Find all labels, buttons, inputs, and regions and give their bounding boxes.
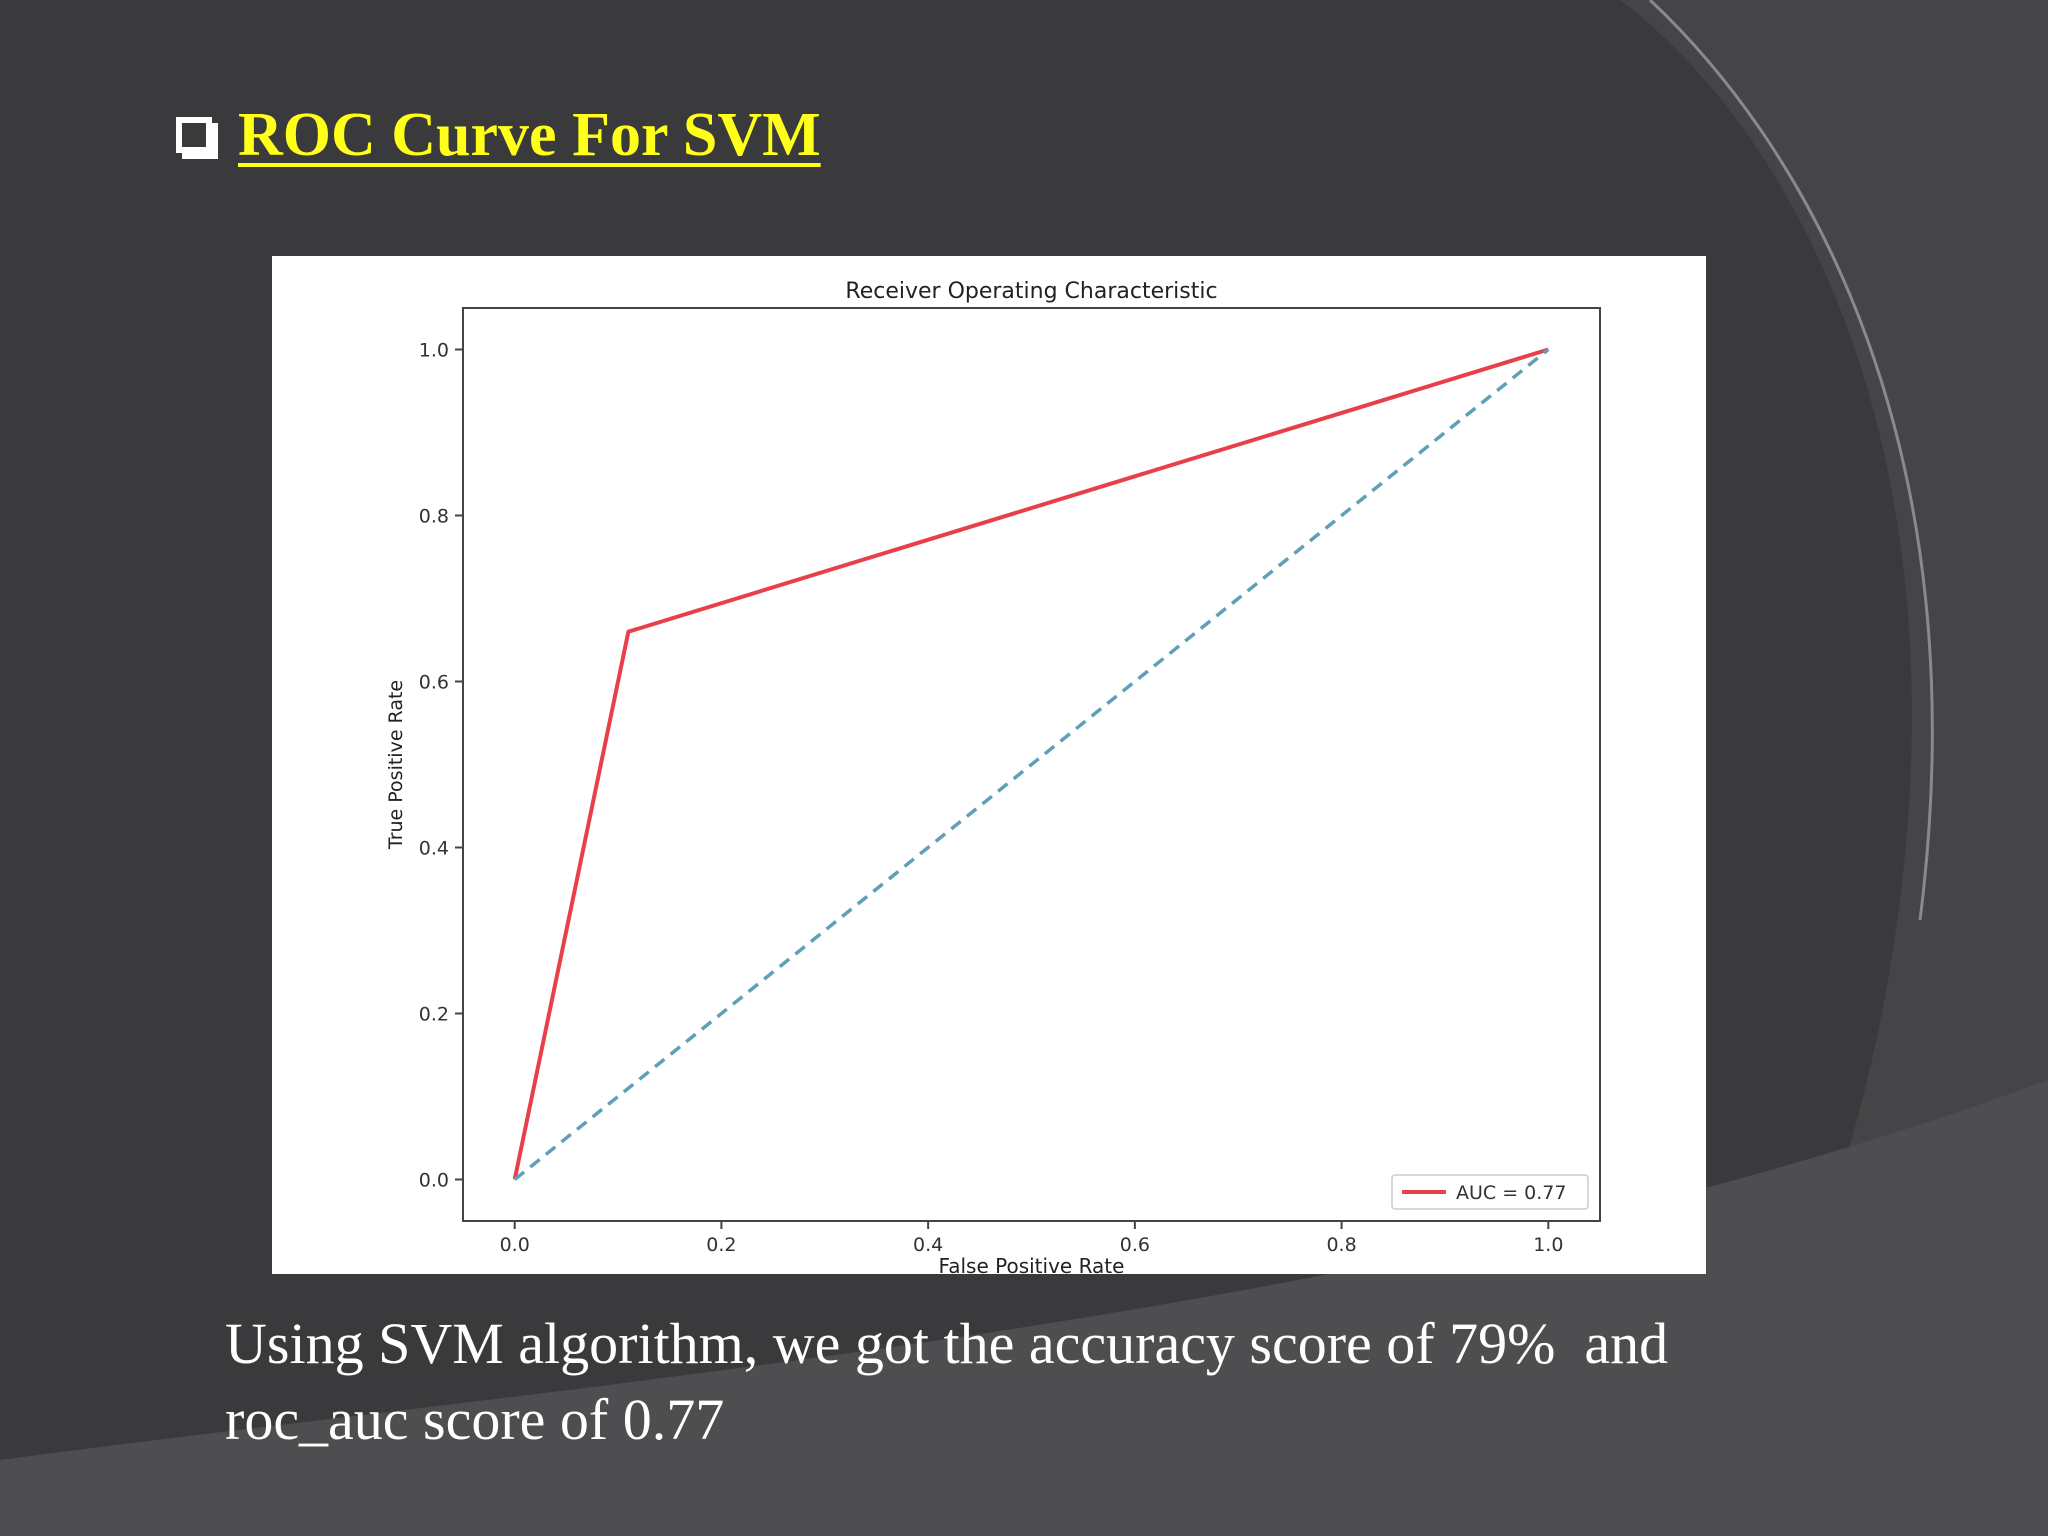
y-tick-label: 0.4 [419,838,449,860]
roc-curve-line [512,347,1549,1180]
slide-heading: ROC Curve For SVM [176,104,821,166]
baseline-diagonal-line [513,348,1550,1181]
y-tick-label: 0.8 [419,506,449,528]
slide-title: ROC Curve For SVM [238,101,821,169]
legend-label: AUC = 0.77 [1456,1182,1566,1204]
x-tick-label: 0.0 [500,1234,530,1256]
caption-line-1: Using SVM algorithm, we got the accuracy… [225,1311,1669,1376]
x-axis-label: False Positive Rate [939,1254,1125,1274]
y-axis-label: True Positive Rate [385,680,407,850]
y-tick-label: 0.6 [419,672,449,694]
x-tick-label: 0.2 [706,1234,736,1256]
caption-line-2: roc_auc score of 0.77 [225,1387,725,1452]
x-tick-label: 1.0 [1533,1234,1563,1256]
chart-title: Receiver Operating Characteristic [845,279,1217,304]
x-tick-label: 0.6 [1120,1234,1150,1256]
y-tick-label: 0.2 [419,1004,449,1026]
checkbox-bullet-icon [176,117,218,159]
roc-chart: Receiver Operating Characteristic 0.0 0.2 0… [272,256,1706,1274]
slide-caption: Using SVM algorithm, we got the accuracy… [225,1306,1865,1458]
x-tick-label: 0.8 [1326,1234,1356,1256]
y-tick-label: 1.0 [419,340,449,362]
y-tick-label: 0.0 [419,1170,449,1192]
plot-frame [462,307,1601,1222]
roc-chart-svg: Receiver Operating Characteristic 0.0 0.2 0… [385,279,1601,1274]
legend-box [1391,1174,1589,1210]
x-tick-label: 0.4 [913,1234,943,1256]
